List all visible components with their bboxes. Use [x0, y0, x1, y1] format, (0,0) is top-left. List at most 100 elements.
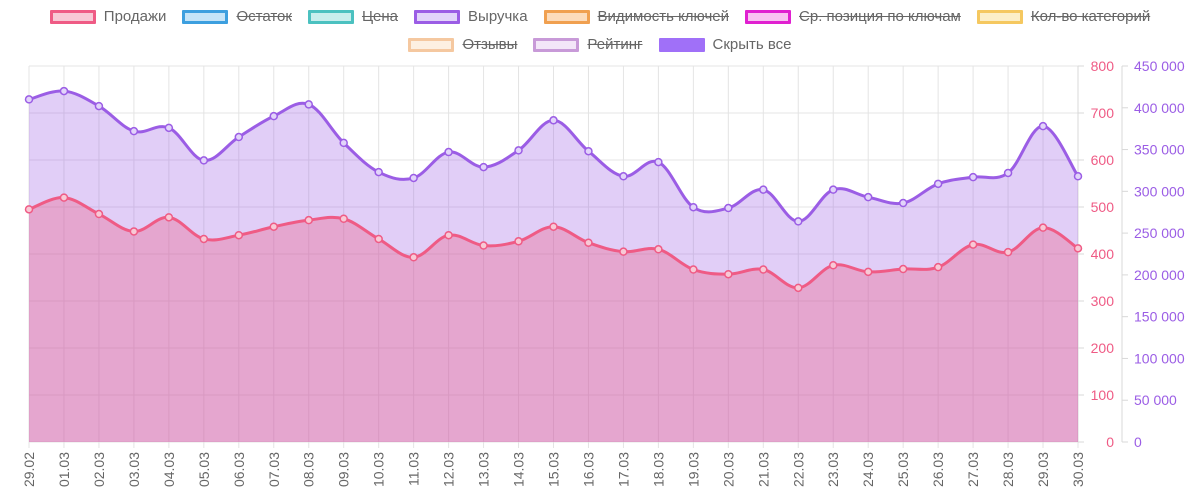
point-sales [409, 253, 418, 262]
x-tick-label: 25.03 [895, 452, 911, 487]
point-sales [164, 213, 174, 222]
point-revenue [584, 146, 593, 156]
series-points [24, 86, 1083, 293]
y-right-tick-label: 50 000 [1134, 392, 1177, 408]
point-revenue [479, 162, 488, 172]
point-revenue [549, 116, 558, 125]
legend-item-revenue[interactable]: Выручка [414, 8, 528, 25]
point-sales [234, 230, 244, 240]
legend-label-stock: Остаток [236, 8, 292, 25]
point-sales [968, 240, 978, 249]
point-revenue [94, 101, 104, 111]
legend-label-price: Цена [361, 8, 399, 25]
legend-item-avg-position[interactable]: Ср. позиция по ключам [745, 8, 961, 25]
x-tick-label: 05.03 [196, 452, 212, 487]
legend-item-rating[interactable]: Рейтинг [533, 36, 643, 53]
legend-swatch-reviews [408, 37, 455, 52]
point-revenue [1073, 172, 1083, 181]
x-tick-label: 29.02 [21, 452, 37, 487]
legend-item-category-count[interactable]: Кол-во категорий [976, 8, 1151, 25]
point-sales [479, 241, 488, 250]
x-tick-label: 18.03 [650, 452, 666, 487]
x-tick-label: 02.03 [91, 452, 107, 487]
series-areas [29, 90, 1078, 443]
x-tick-label: 23.03 [825, 452, 841, 487]
legend-item-stock[interactable]: Остаток [182, 8, 292, 25]
point-revenue [374, 167, 383, 177]
legend-swatch-category-count [976, 9, 1023, 24]
x-tick-label: 19.03 [685, 452, 701, 487]
x-tick-label: 12.03 [441, 452, 457, 487]
point-sales [304, 215, 313, 225]
point-revenue [794, 217, 803, 226]
y-left-tick-label: 800 [1091, 58, 1115, 74]
x-tick-label: 24.03 [860, 452, 876, 487]
point-revenue [863, 192, 873, 202]
legend-row-2: Отзывы Рейтинг Скрыть все [0, 36, 1200, 53]
legend-label-revenue: Выручка [468, 8, 528, 25]
x-tick-label: 10.03 [371, 452, 387, 487]
legend-swatch-revenue [414, 9, 461, 24]
point-revenue [59, 86, 69, 96]
legend-label-category-count: Кол-во категорий [1030, 8, 1151, 25]
y-left-tick-label: 0 [1106, 434, 1114, 450]
legend-swatch-rating [533, 37, 580, 52]
y-axis-right: 0 50 000 100 000 150 000 200 000 250 000 300 0… [1122, 58, 1185, 450]
point-sales [269, 222, 279, 231]
hide-all-label: Скрыть все [712, 36, 792, 53]
x-tick-label: 14.03 [511, 452, 527, 487]
point-sales [1073, 244, 1083, 253]
y-right-tick-label: 300 000 [1134, 183, 1185, 199]
legend-item-price[interactable]: Цена [307, 8, 399, 25]
point-revenue [199, 156, 209, 165]
point-revenue [24, 95, 34, 104]
point-revenue [304, 100, 313, 109]
x-tick-label: 04.03 [161, 452, 177, 487]
x-tick-label: 11.03 [406, 452, 422, 486]
x-tick-label: 06.03 [231, 452, 247, 487]
legend-swatch-stock [182, 9, 229, 24]
point-sales [24, 205, 34, 214]
point-sales [933, 262, 943, 272]
legend-swatch-sales [49, 9, 96, 24]
legend-row-1: Продажи Остаток Цена Выручка Видимость к… [0, 8, 1200, 25]
x-tick-label: 27.03 [965, 452, 981, 487]
legend-item-sales[interactable]: Продажи [49, 8, 167, 25]
x-tick-label: 21.03 [755, 452, 771, 487]
legend-label-sales: Продажи [103, 8, 167, 25]
y-right-tick-label: 450 000 [1134, 58, 1185, 74]
y-right-tick-label: 150 000 [1134, 309, 1185, 325]
y-axis-left: 0 100 200 300 400 500 600 700 800 [1078, 58, 1114, 450]
x-tick-label: 08.03 [301, 452, 317, 487]
point-sales [689, 265, 698, 274]
y-right-tick-label: 350 000 [1134, 142, 1185, 158]
legend-label-reviews: Отзывы [462, 36, 518, 53]
x-tick-label: 17.03 [615, 452, 631, 487]
x-tick-label: 01.03 [56, 452, 72, 487]
point-sales [129, 227, 139, 236]
y-right-tick-label: 400 000 [1134, 100, 1185, 116]
x-tick-label: 30.03 [1070, 452, 1086, 487]
point-sales [828, 261, 838, 270]
x-tick-label: 28.03 [1000, 452, 1016, 487]
area-revenue [29, 90, 1078, 443]
legend-item-keyword-visibility[interactable]: Видимость ключей [543, 8, 730, 25]
point-sales [724, 269, 733, 279]
x-tick-label: 13.03 [476, 452, 492, 487]
legend-swatch-avg-position [745, 9, 792, 24]
point-revenue [933, 179, 943, 189]
hide-all-button[interactable]: Скрыть все [658, 36, 792, 53]
point-revenue [234, 132, 244, 142]
point-revenue [654, 157, 663, 167]
point-revenue [1038, 121, 1048, 131]
x-tick-label: 03.03 [126, 452, 142, 487]
legend-label-keyword-visibility: Видимость ключей [597, 8, 730, 25]
point-revenue [828, 185, 838, 194]
point-sales [759, 265, 768, 274]
point-revenue [759, 185, 768, 194]
y-left-tick-label: 100 [1091, 387, 1115, 403]
point-sales [549, 222, 558, 231]
legend-item-reviews[interactable]: Отзывы [408, 36, 517, 53]
point-sales [94, 209, 104, 219]
point-sales [444, 230, 453, 240]
